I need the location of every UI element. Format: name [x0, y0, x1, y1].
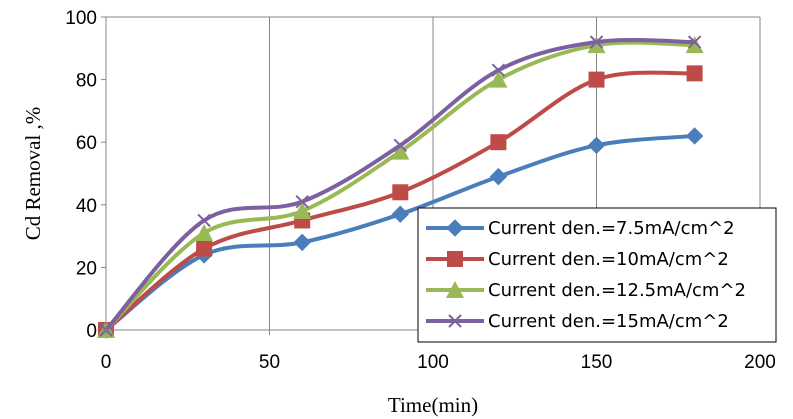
series-layer	[97, 35, 704, 339]
data-point	[490, 134, 507, 151]
data-point	[489, 70, 508, 88]
data-point-stroke	[491, 63, 506, 77]
data-point	[686, 65, 703, 82]
y-tick-label: 80	[76, 71, 97, 92]
data-point	[587, 36, 606, 54]
legend-marker	[446, 219, 464, 237]
data-point-stroke	[295, 194, 309, 209]
data-point	[195, 223, 214, 241]
legend-marker	[446, 281, 464, 298]
legend-marker	[448, 314, 462, 328]
data-point-stroke	[589, 35, 604, 49]
legend-label: Current den.=7.5mA/cm^2	[488, 218, 735, 239]
data-point	[587, 136, 606, 155]
y-tick-label: 100	[65, 8, 97, 29]
y-axis-title: Cd Removal ,%	[21, 107, 45, 241]
legend-marker-stroke	[448, 314, 462, 328]
data-point	[392, 184, 409, 201]
legend-label: Current den.=12.5mA/cm^2	[488, 280, 746, 301]
x-tick-label: 50	[259, 352, 280, 373]
x-tick-label: 200	[744, 352, 776, 373]
data-point	[391, 205, 410, 223]
y-tick-label: 20	[76, 258, 97, 279]
data-point	[293, 202, 312, 220]
x-tick-label: 150	[581, 352, 613, 373]
data-point	[687, 35, 702, 49]
y-tick-label: 60	[76, 133, 97, 154]
y-tick-label: 0	[86, 321, 97, 342]
legend-marker	[447, 251, 463, 267]
data-point-stroke	[687, 35, 702, 49]
data-point	[588, 71, 605, 88]
legend-entry: Current den.=10mA/cm^2	[426, 249, 729, 270]
legend-entry: Current den.=7.5mA/cm^2	[426, 218, 735, 239]
x-tick-label: 100	[417, 352, 449, 373]
data-point	[489, 167, 508, 186]
data-point	[295, 194, 309, 209]
legend: Current den.=7.5mA/cm^2 Current den.=10mA…	[417, 207, 777, 343]
y-tick-label: 40	[76, 196, 97, 217]
data-point	[197, 213, 211, 228]
data-point	[391, 142, 410, 160]
data-point	[589, 35, 604, 49]
data-point	[685, 36, 704, 54]
data-point	[196, 240, 213, 257]
data-point-stroke	[393, 138, 408, 153]
data-point-stroke	[197, 213, 211, 228]
legend-entry: Current den.=12.5mA/cm^2	[426, 280, 746, 301]
legend-label: Current den.=10mA/cm^2	[488, 249, 729, 270]
legend-entry: Current den.=15mA/cm^2	[426, 311, 729, 332]
data-point	[685, 127, 704, 145]
legend-label: Current den.=15mA/cm^2	[488, 311, 729, 332]
data-point	[491, 63, 506, 77]
data-point	[293, 233, 311, 252]
x-tick-label: 0	[101, 352, 112, 373]
tick-labels: 0 20 40 60 80 100 0 50 100 150 200	[65, 8, 776, 373]
data-point	[393, 138, 408, 153]
x-axis-title: Time(min)	[388, 393, 478, 417]
